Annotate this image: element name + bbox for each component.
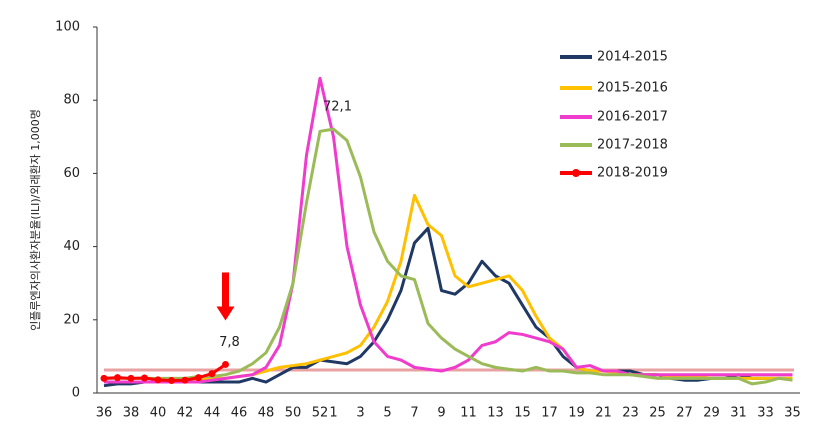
arrow-shaft	[222, 272, 229, 309]
y-tick-label: 0	[72, 386, 80, 401]
x-tick-label: 33	[757, 406, 774, 421]
x-tick-label: 50	[285, 406, 302, 421]
x-tick-label: 29	[703, 406, 720, 421]
x-tick-label: 42	[177, 406, 194, 421]
point-marker	[222, 360, 229, 368]
x-tick-label: 36	[96, 406, 113, 421]
value-label: 7,8	[219, 335, 240, 350]
x-tick-label: 15	[514, 406, 531, 421]
x-tick-label: 46	[231, 406, 248, 421]
x-tick-label: 48	[258, 406, 275, 421]
y-tick-label: 60	[63, 166, 80, 181]
x-tick-label: 40	[150, 406, 167, 421]
x-tick-label: 17	[541, 406, 558, 421]
y-tick-label: 100	[55, 20, 80, 35]
x-tick-label: 9	[437, 406, 445, 421]
x-tick-label: 1	[329, 406, 337, 421]
legend-label: 2017-2018	[597, 138, 668, 153]
point-marker	[195, 374, 202, 382]
y-axis-label: 인플루엔자의사환자분율(ILI)/외래환자 1,000명	[29, 109, 42, 331]
point-marker	[168, 377, 175, 385]
legend-label: 2015-2016	[597, 81, 668, 96]
legend-label: 2014-2015	[597, 50, 668, 65]
x-tick-label: 3	[356, 406, 364, 421]
x-tick-label: 11	[460, 406, 477, 421]
y-tick-label: 80	[63, 93, 80, 108]
point-marker	[181, 376, 189, 384]
x-tick-label: 7	[410, 406, 418, 421]
series-line	[103, 363, 227, 383]
x-tick-label: 31	[730, 406, 747, 421]
point-marker	[141, 374, 148, 382]
series-line	[104, 76, 793, 384]
point-marker	[127, 374, 135, 382]
x-tick-label: 21	[595, 406, 612, 421]
legend-marker	[572, 169, 580, 177]
x-tick-label: 19	[568, 406, 585, 421]
x-tick-label: 25	[649, 406, 666, 421]
series-line	[104, 193, 793, 384]
x-tick-label: 35	[784, 406, 801, 421]
x-tick-label: 13	[487, 406, 504, 421]
x-tick-label: 44	[204, 406, 221, 421]
point-marker	[114, 374, 121, 382]
x-tick-label: 27	[676, 406, 693, 421]
point-marker	[154, 376, 162, 384]
x-tick-label: 38	[123, 406, 140, 421]
x-tick-label: 52	[312, 406, 329, 421]
arrow-head	[216, 306, 235, 321]
x-tick-label: 23	[622, 406, 639, 421]
point-marker	[100, 374, 108, 382]
point-marker	[208, 370, 216, 378]
legend-label: 2018-2019	[597, 166, 668, 181]
y-tick-label: 20	[63, 312, 80, 327]
series-line	[104, 127, 793, 386]
legend-label: 2016-2017	[597, 110, 668, 125]
x-tick-label: 5	[383, 406, 391, 421]
y-tick-label: 40	[63, 239, 80, 254]
value-label: 72,1	[323, 100, 352, 115]
